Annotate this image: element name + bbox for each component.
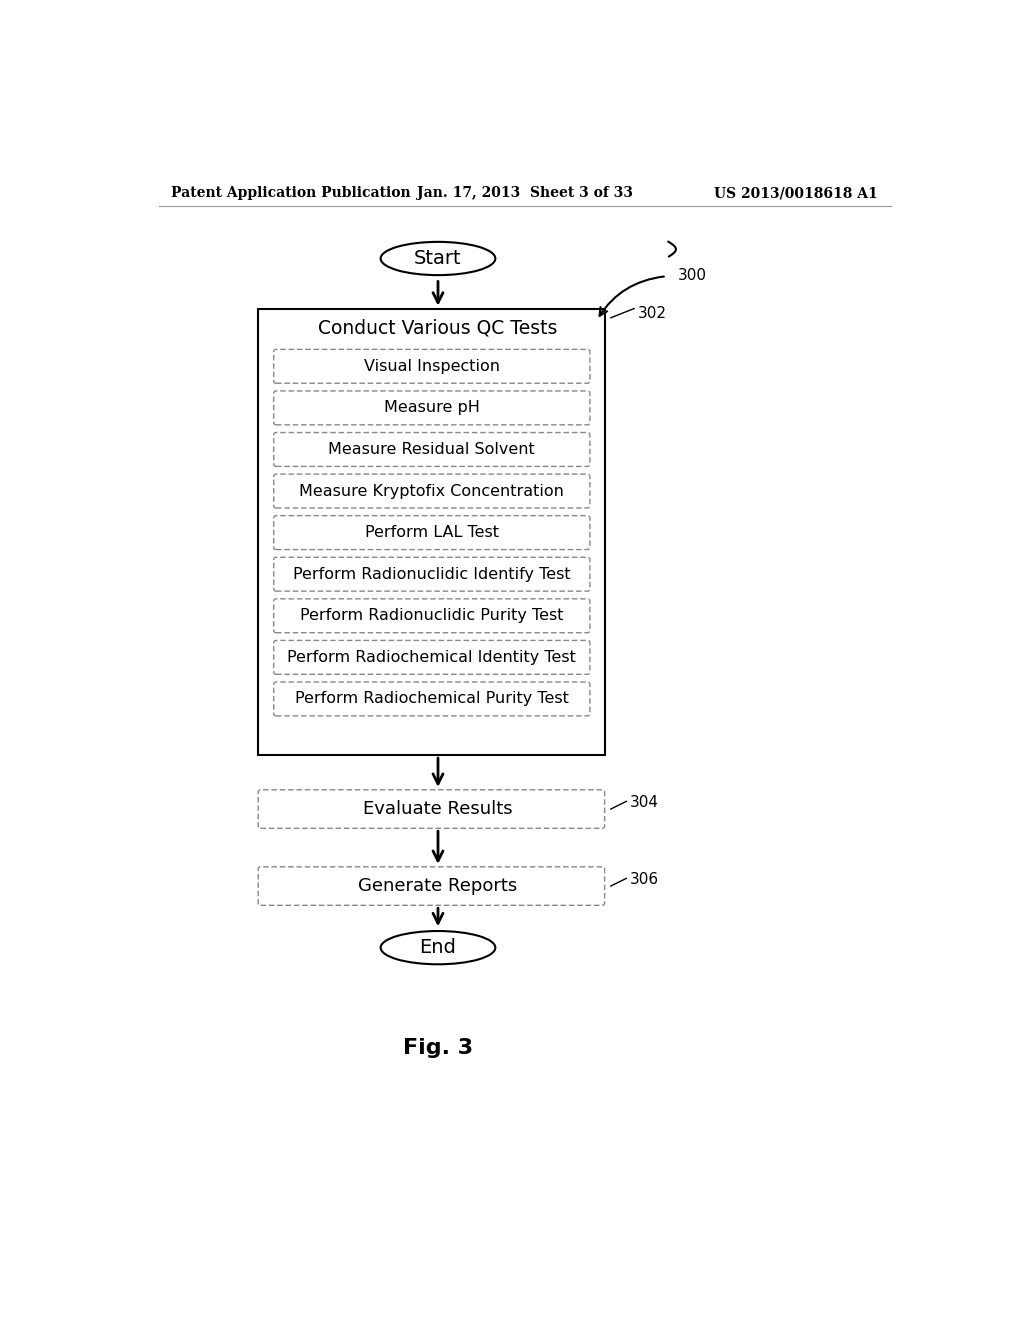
FancyBboxPatch shape: [273, 433, 590, 466]
FancyBboxPatch shape: [273, 682, 590, 715]
Text: Perform Radiochemical Identity Test: Perform Radiochemical Identity Test: [288, 649, 577, 665]
Text: Conduct Various QC Tests: Conduct Various QC Tests: [318, 318, 558, 338]
Text: Jan. 17, 2013  Sheet 3 of 33: Jan. 17, 2013 Sheet 3 of 33: [417, 186, 633, 201]
Text: Fig. 3: Fig. 3: [402, 1038, 473, 1057]
Text: Start: Start: [414, 249, 462, 268]
Bar: [258, 309, 604, 755]
Text: 300: 300: [678, 268, 708, 282]
Text: 306: 306: [630, 873, 658, 887]
FancyBboxPatch shape: [273, 640, 590, 675]
Text: Patent Application Publication: Patent Application Publication: [171, 186, 411, 201]
Text: 302: 302: [638, 306, 667, 321]
FancyBboxPatch shape: [273, 391, 590, 425]
Text: US 2013/0018618 A1: US 2013/0018618 A1: [715, 186, 879, 201]
FancyBboxPatch shape: [273, 474, 590, 508]
FancyArrowPatch shape: [600, 276, 664, 315]
Ellipse shape: [381, 931, 496, 965]
FancyBboxPatch shape: [273, 557, 590, 591]
Text: Evaluate Results: Evaluate Results: [364, 800, 513, 818]
FancyBboxPatch shape: [273, 516, 590, 549]
Text: Perform Radiochemical Purity Test: Perform Radiochemical Purity Test: [295, 692, 568, 706]
Text: 304: 304: [630, 796, 658, 810]
Text: End: End: [420, 939, 457, 957]
Text: Measure Residual Solvent: Measure Residual Solvent: [329, 442, 536, 457]
FancyBboxPatch shape: [258, 867, 604, 906]
Text: Perform Radionuclidic Purity Test: Perform Radionuclidic Purity Test: [300, 609, 563, 623]
Text: Perform Radionuclidic Identify Test: Perform Radionuclidic Identify Test: [293, 566, 570, 582]
Text: Visual Inspection: Visual Inspection: [364, 359, 500, 374]
Text: Measure pH: Measure pH: [384, 400, 479, 416]
Ellipse shape: [381, 242, 496, 275]
Text: Measure Kryptofix Concentration: Measure Kryptofix Concentration: [299, 483, 564, 499]
Text: Generate Reports: Generate Reports: [358, 876, 517, 895]
Text: Perform LAL Test: Perform LAL Test: [365, 525, 499, 540]
FancyBboxPatch shape: [258, 789, 604, 829]
FancyBboxPatch shape: [273, 350, 590, 383]
FancyBboxPatch shape: [273, 599, 590, 632]
